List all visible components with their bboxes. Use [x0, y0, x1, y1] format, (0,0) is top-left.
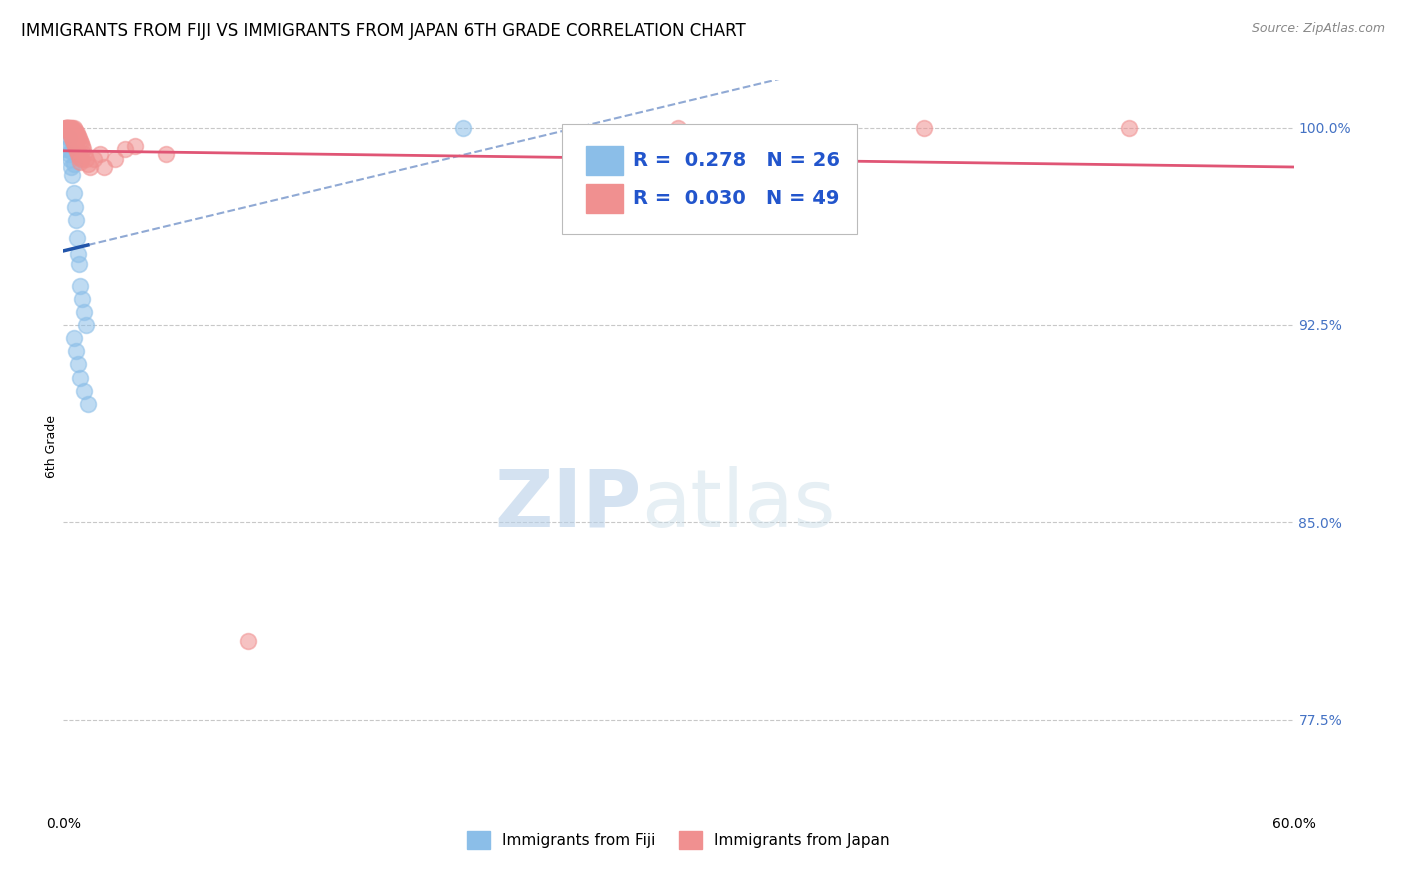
Point: [73, 147, 96, 161]
Point: [65, 126, 87, 140]
Point: [67, 257, 90, 271]
Point: [58, 120, 80, 135]
Text: R =  0.030   N = 49: R = 0.030 N = 49: [633, 189, 839, 208]
Text: atlas: atlas: [641, 466, 835, 543]
Point: [53, 142, 76, 156]
FancyBboxPatch shape: [561, 124, 856, 234]
Point: [63, 123, 86, 137]
Point: [67, 150, 90, 164]
Point: [66, 145, 89, 159]
Point: [76, 397, 98, 411]
Point: [69, 278, 91, 293]
Point: [60, 120, 83, 135]
Legend: Immigrants from Fiji, Immigrants from Japan: Immigrants from Fiji, Immigrants from Ja…: [461, 824, 896, 855]
Text: R =  0.278   N = 26: R = 0.278 N = 26: [633, 152, 839, 170]
Point: [75, 152, 97, 166]
Point: [69, 134, 91, 148]
Point: [73, 305, 96, 319]
Point: [62, 186, 84, 201]
Point: [70, 292, 93, 306]
Point: [914, 120, 936, 135]
Point: [63, 139, 86, 153]
Point: [60, 160, 83, 174]
Point: [58, 120, 80, 135]
Text: IMMIGRANTS FROM FIJI VS IMMIGRANTS FROM JAPAN 6TH GRADE CORRELATION CHART: IMMIGRANTS FROM FIJI VS IMMIGRANTS FROM …: [21, 22, 745, 40]
Point: [62, 157, 84, 171]
Point: [65, 212, 87, 227]
Point: [75, 318, 97, 332]
Point: [63, 136, 86, 151]
Point: [65, 344, 87, 359]
Point: [76, 157, 98, 171]
Point: [65, 142, 87, 156]
Point: [451, 120, 474, 135]
Point: [62, 134, 84, 148]
FancyBboxPatch shape: [586, 184, 623, 213]
Point: [69, 370, 91, 384]
Point: [114, 142, 136, 156]
Point: [73, 384, 96, 398]
Point: [62, 331, 84, 345]
FancyBboxPatch shape: [586, 146, 623, 176]
Point: [67, 147, 90, 161]
Point: [65, 126, 87, 140]
Point: [55, 120, 77, 135]
Point: [155, 147, 177, 161]
Point: [89, 147, 111, 161]
Point: [66, 128, 89, 143]
Point: [60, 145, 83, 159]
Point: [124, 139, 146, 153]
Point: [56, 120, 79, 135]
Point: [93, 160, 115, 174]
Y-axis label: 6th Grade: 6th Grade: [45, 415, 58, 477]
Point: [62, 168, 84, 182]
Point: [53, 120, 76, 135]
Point: [236, 633, 259, 648]
Point: [69, 154, 91, 169]
Point: [59, 152, 82, 166]
Point: [56, 120, 79, 135]
Point: [103, 152, 125, 166]
Point: [58, 123, 80, 137]
Point: [62, 120, 84, 135]
Point: [60, 131, 83, 145]
Point: [62, 120, 84, 135]
Point: [65, 231, 87, 245]
Point: [63, 200, 86, 214]
Point: [79, 160, 101, 174]
Point: [58, 147, 80, 161]
Point: [666, 120, 689, 135]
Point: [56, 120, 79, 135]
Point: [1118, 120, 1140, 135]
Text: ZIP: ZIP: [495, 466, 641, 543]
Point: [56, 136, 79, 151]
Point: [59, 120, 82, 135]
Text: Source: ZipAtlas.com: Source: ZipAtlas.com: [1251, 22, 1385, 36]
Point: [72, 142, 94, 156]
Point: [55, 120, 77, 135]
Point: [70, 139, 93, 153]
Point: [60, 128, 83, 143]
Point: [58, 131, 80, 145]
Point: [70, 152, 93, 166]
Point: [67, 131, 90, 145]
Point: [66, 358, 89, 372]
Point: [59, 126, 82, 140]
Point: [83, 152, 105, 166]
Point: [69, 136, 91, 151]
Point: [66, 247, 89, 261]
